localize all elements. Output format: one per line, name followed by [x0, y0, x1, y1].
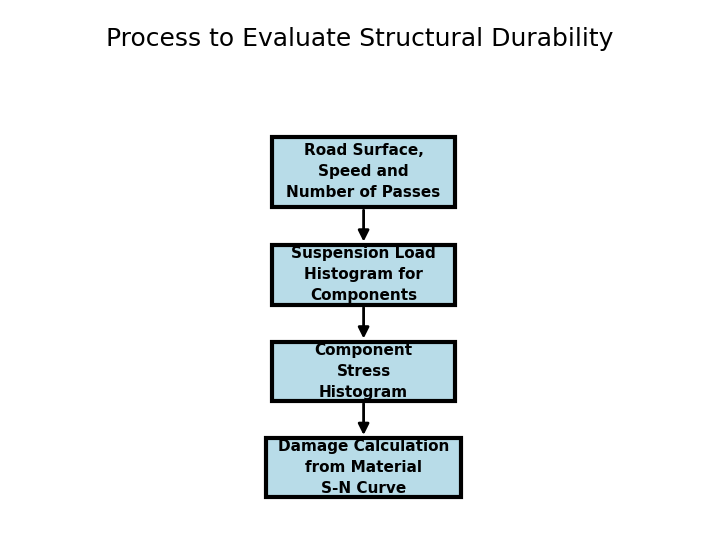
- Text: Road Surface,
Speed and
Number of Passes: Road Surface, Speed and Number of Passes: [287, 143, 441, 200]
- Text: Damage Calculation
from Material
S-N Curve: Damage Calculation from Material S-N Cur…: [278, 439, 449, 496]
- Text: Component
Stress
Histogram: Component Stress Histogram: [315, 343, 413, 400]
- Text: Suspension Load
Histogram for
Components: Suspension Load Histogram for Components: [291, 246, 436, 303]
- FancyBboxPatch shape: [272, 137, 456, 207]
- FancyBboxPatch shape: [272, 245, 456, 305]
- FancyBboxPatch shape: [266, 438, 461, 497]
- Text: Process to Evaluate Structural Durability: Process to Evaluate Structural Durabilit…: [107, 27, 613, 51]
- FancyBboxPatch shape: [272, 342, 456, 401]
